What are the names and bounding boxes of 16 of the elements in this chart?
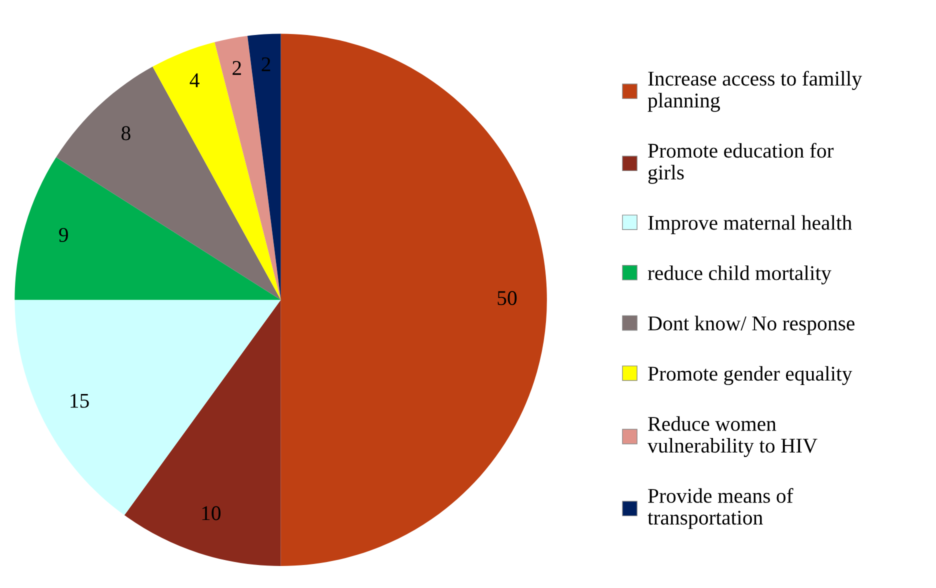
legend-label: Reduce women vulnerability to HIV — [647, 416, 818, 458]
legend-label: Increase access to familly planning — [648, 70, 862, 112]
data-label: 9 — [59, 228, 68, 242]
data-label: 4 — [190, 73, 200, 88]
data-label: 2 — [262, 57, 270, 72]
data-label: 2 — [232, 61, 241, 75]
legend-label: Provide means of transportation — [648, 488, 794, 529]
data-label: 15 — [70, 394, 89, 408]
data-label: 50 — [498, 291, 517, 306]
data-label: 10 — [202, 506, 221, 520]
legend-label: Promote gender equality — [648, 366, 852, 386]
legend-label: Dont know/ No response — [648, 316, 854, 335]
legend-label: Improve maternal health — [648, 215, 852, 234]
data-label: 8 — [122, 126, 130, 140]
legend-label: Promote education for girls — [648, 142, 834, 184]
legend-label: reduce child mortality — [648, 265, 832, 284]
